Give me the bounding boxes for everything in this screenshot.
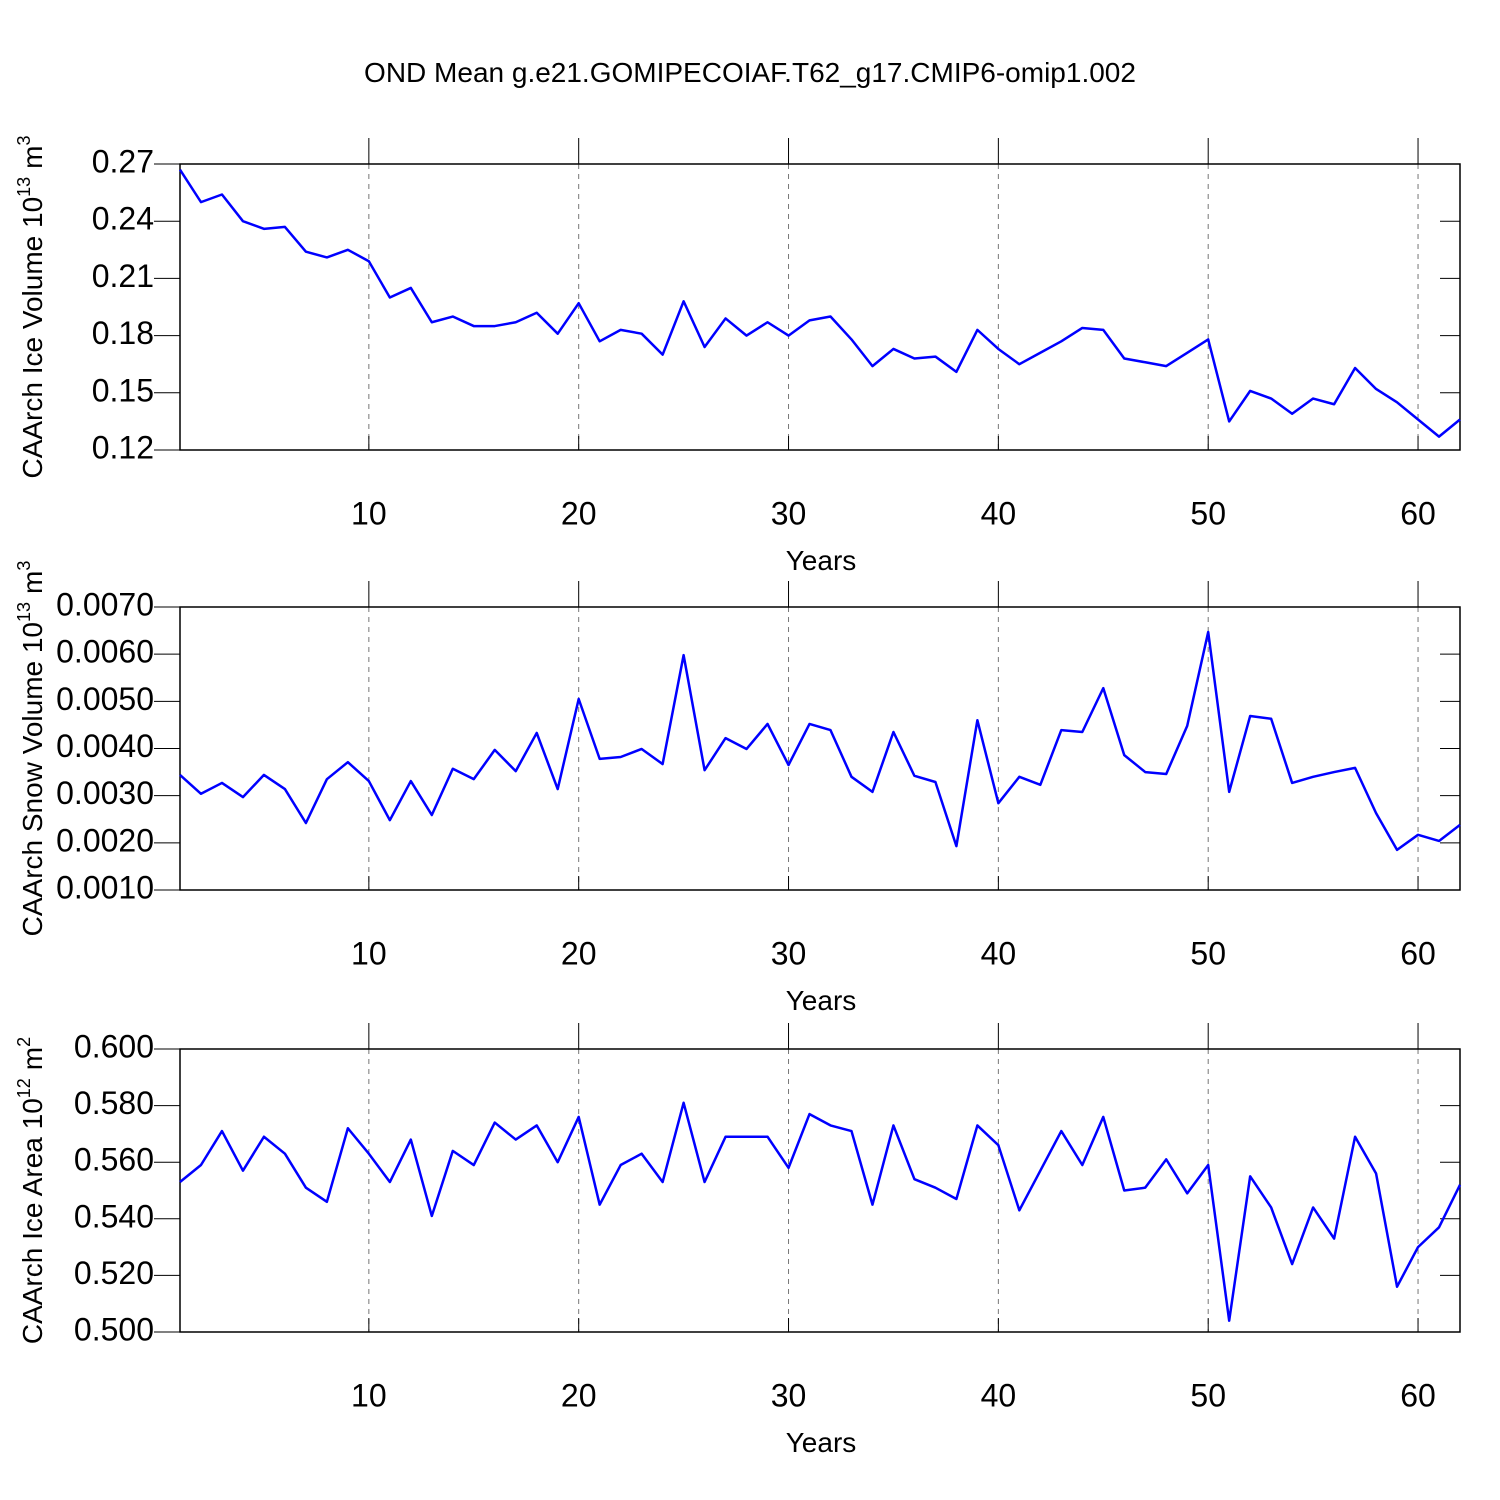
x-tick-label: 20 — [561, 495, 597, 531]
y-label-unit-exp: 3 — [14, 135, 34, 145]
y-tick-label: 0.0010 — [56, 869, 154, 905]
x-tick-label: 30 — [771, 935, 807, 971]
y-label-text: CAArch Snow Volume 10 — [17, 622, 48, 936]
y-tick-label: 0.0060 — [56, 634, 154, 670]
x-tick-label: 30 — [771, 1377, 807, 1413]
y-label-unit: m — [17, 1047, 48, 1070]
y-tick-label: 0.18 — [92, 315, 154, 351]
y-tick-label: 0.15 — [92, 372, 154, 408]
y-tick-label: 0.0020 — [56, 822, 154, 858]
y-tick-label: 0.0050 — [56, 681, 154, 717]
y-tick-label: 0.24 — [92, 201, 154, 237]
data-line — [179, 630, 1461, 852]
x-axis-label: Years — [786, 985, 857, 1016]
y-tick-label: 0.540 — [74, 1198, 154, 1234]
y-label-unit-exp: 3 — [14, 561, 34, 571]
chart-title: OND Mean g.e21.GOMIPECOIAF.T62_g17.CMIP6… — [364, 57, 1136, 88]
y-label-text: CAArch Ice Volume 10 — [17, 197, 48, 479]
x-tick-label: 60 — [1400, 495, 1436, 531]
y-tick-label: 0.500 — [74, 1311, 154, 1347]
x-tick-label: 10 — [351, 1377, 387, 1413]
x-tick-label: 60 — [1400, 1377, 1436, 1413]
y-label-text: CAArch Ice Area 10 — [17, 1098, 48, 1344]
y-tick-label: 0.600 — [74, 1028, 154, 1064]
plot-frame — [179, 163, 1461, 451]
y-tick-label: 0.12 — [92, 429, 154, 465]
x-tick-label: 20 — [561, 935, 597, 971]
data-line — [179, 1101, 1462, 1322]
y-label-exp: 12 — [14, 1078, 34, 1098]
y-label-exp: 13 — [14, 602, 34, 622]
x-tick-label: 50 — [1190, 1377, 1226, 1413]
y-tick-label: 0.560 — [74, 1142, 154, 1178]
y-axis-label: CAArch Ice Area 1012 m2 — [14, 1037, 48, 1344]
y-tick-label: 0.27 — [92, 143, 154, 179]
y-tick-label: 0.21 — [92, 258, 154, 294]
y-tick-label: 0.580 — [74, 1085, 154, 1121]
y-axis-label: CAArch Snow Volume 1013 m3 — [14, 561, 48, 937]
data-line — [178, 169, 1461, 438]
y-tick-label: 0.0030 — [56, 775, 154, 811]
y-label-unit-exp: 2 — [14, 1037, 34, 1047]
x-axis-label: Years — [786, 1427, 857, 1458]
x-tick-label: 40 — [981, 1377, 1017, 1413]
y-axis-label: CAArch Ice Volume 1013 m3 — [14, 135, 48, 478]
x-tick-label: 40 — [981, 495, 1017, 531]
x-tick-label: 50 — [1190, 495, 1226, 531]
y-label-unit: m — [17, 571, 48, 594]
y-tick-label: 0.520 — [74, 1255, 154, 1291]
plot-frame — [179, 1048, 1461, 1333]
x-tick-label: 10 — [351, 495, 387, 531]
x-tick-label: 30 — [771, 495, 807, 531]
x-tick-label: 20 — [561, 1377, 597, 1413]
x-axis-label: Years — [786, 545, 857, 576]
plot-frame — [179, 606, 1461, 891]
y-tick-label: 0.0070 — [56, 586, 154, 622]
x-tick-label: 40 — [981, 935, 1017, 971]
y-label-unit: m — [17, 145, 48, 168]
y-label-exp: 13 — [14, 177, 34, 197]
y-tick-label: 0.0040 — [56, 728, 154, 764]
x-tick-label: 50 — [1190, 935, 1226, 971]
x-tick-label: 60 — [1400, 935, 1436, 971]
x-tick-label: 10 — [351, 935, 387, 971]
